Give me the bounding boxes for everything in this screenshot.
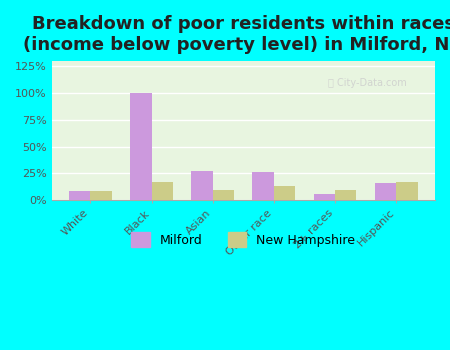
Title: Breakdown of poor residents within races
(income below poverty level) in Milford: Breakdown of poor residents within races… (22, 15, 450, 54)
Text: ⓘ City-Data.com: ⓘ City-Data.com (328, 78, 406, 88)
Bar (191, 171, 213, 200)
Bar (314, 194, 335, 200)
Bar (396, 182, 418, 200)
Bar (130, 93, 152, 200)
Bar (152, 182, 173, 200)
Bar (69, 191, 90, 200)
Bar (213, 190, 234, 200)
Bar (90, 191, 112, 200)
Bar (375, 183, 396, 200)
Bar (335, 190, 356, 200)
Bar (252, 172, 274, 200)
Bar (274, 186, 295, 200)
Legend: Milford, New Hampshire: Milford, New Hampshire (126, 227, 360, 252)
